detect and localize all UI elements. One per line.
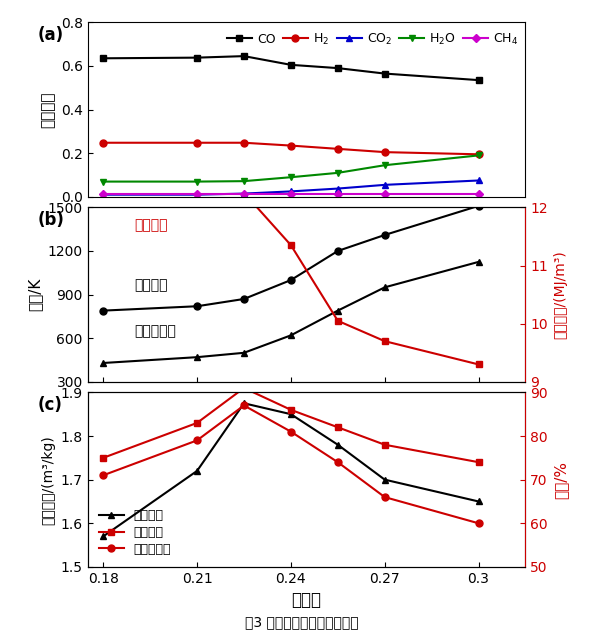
Legend: CO, H$_2$, CO$_2$, H$_2$O, CH$_4$: CO, H$_2$, CO$_2$, H$_2$O, CH$_4$ <box>222 27 524 52</box>
H$_2$O <box>381 161 388 169</box>
Line: CO$_2$: CO$_2$ <box>100 177 482 198</box>
CO$_2$ <box>381 181 388 189</box>
Y-axis label: 气体产率/(m³/kg): 气体产率/(m³/kg) <box>41 435 55 524</box>
Text: 低位热値: 低位热値 <box>135 218 168 232</box>
H$_2$O <box>100 178 107 185</box>
H$_2$O <box>193 178 201 185</box>
H$_2$ <box>288 142 295 150</box>
CO <box>334 64 341 72</box>
H$_2$O <box>240 177 248 185</box>
CH$_4$ <box>240 190 248 198</box>
Line: CO: CO <box>100 53 482 83</box>
Text: 产气温度: 产气温度 <box>135 278 168 292</box>
H$_2$ <box>240 139 248 147</box>
Y-axis label: 摩尔分数: 摩尔分数 <box>40 91 55 128</box>
CO <box>240 52 248 60</box>
H$_2$ <box>334 145 341 153</box>
H$_2$ <box>381 148 388 156</box>
CO <box>100 55 107 62</box>
CO$_2$ <box>334 185 341 192</box>
Y-axis label: 低位热値/(MJ/m³): 低位热値/(MJ/m³) <box>554 250 568 339</box>
Text: 冷煤气温度: 冷煤气温度 <box>135 324 176 338</box>
CO$_2$ <box>100 191 107 199</box>
H$_2$O <box>475 152 482 159</box>
H$_2$ <box>193 139 201 147</box>
Y-axis label: 效率/%: 效率/% <box>553 461 568 499</box>
Text: 图3 氧气当量比对系统的影响: 图3 氧气当量比对系统的影响 <box>245 615 359 629</box>
CO$_2$ <box>475 176 482 184</box>
CH$_4$ <box>381 190 388 198</box>
Legend: 气体产率, 碳转化率, 冷煤气效率: 气体产率, 碳转化率, 冷煤气效率 <box>94 504 176 561</box>
CO <box>381 69 388 77</box>
X-axis label: 当量比: 当量比 <box>292 591 321 610</box>
Line: H$_2$: H$_2$ <box>100 140 482 158</box>
Text: (c): (c) <box>37 396 62 414</box>
Y-axis label: 温度/K: 温度/K <box>27 278 42 311</box>
Text: (a): (a) <box>37 25 63 44</box>
CH$_4$ <box>288 190 295 198</box>
CH$_4$ <box>475 190 482 198</box>
H$_2$O <box>334 169 341 176</box>
CO$_2$ <box>288 187 295 195</box>
H$_2$ <box>475 150 482 158</box>
CH$_4$ <box>100 190 107 198</box>
CH$_4$ <box>193 190 201 198</box>
H$_2$O <box>288 173 295 181</box>
CH$_4$ <box>334 190 341 198</box>
CO$_2$ <box>240 190 248 197</box>
Line: CH$_4$: CH$_4$ <box>100 192 481 197</box>
Text: (b): (b) <box>37 211 64 229</box>
CO <box>193 54 201 61</box>
H$_2$ <box>100 139 107 147</box>
CO <box>288 61 295 69</box>
Line: H$_2$O: H$_2$O <box>100 152 482 185</box>
CO$_2$ <box>193 191 201 199</box>
CO <box>475 76 482 84</box>
